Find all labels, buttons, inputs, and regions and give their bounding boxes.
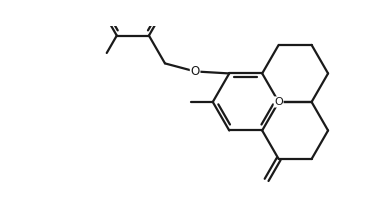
Text: O: O	[190, 65, 200, 78]
Text: O: O	[274, 97, 283, 107]
